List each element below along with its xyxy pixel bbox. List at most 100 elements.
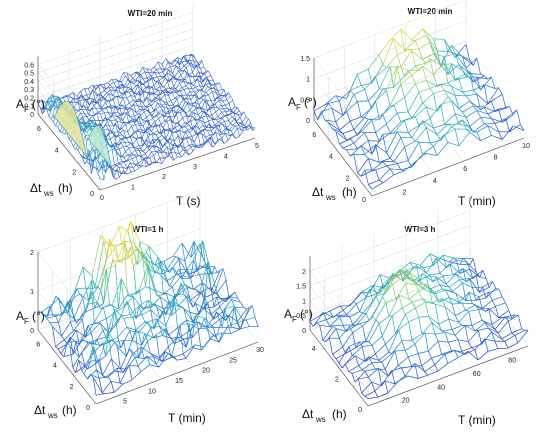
panel-0-mesh-line bbox=[65, 94, 70, 96]
panel-2-mesh-line bbox=[199, 274, 203, 283]
panel-0-mesh-line bbox=[133, 154, 137, 157]
panel-1-mesh-line bbox=[462, 105, 474, 113]
panel-0-mesh-line bbox=[171, 78, 176, 80]
panel-0-mesh-line bbox=[149, 155, 154, 159]
panel-3-mesh-line bbox=[407, 356, 412, 367]
panel-0-mesh-line bbox=[230, 130, 234, 135]
panel-3-xtick-label: 40 bbox=[437, 384, 445, 391]
panel-2-mesh-line bbox=[111, 380, 121, 384]
panel-0-mesh-line bbox=[120, 163, 123, 168]
panel-2-mesh-line bbox=[88, 301, 98, 305]
panel-0-mesh-line bbox=[64, 132, 67, 135]
panel-2-mesh-line bbox=[183, 294, 194, 308]
panel-1-mesh-line bbox=[512, 125, 525, 131]
panel-1-mesh-line bbox=[324, 103, 329, 106]
panel-3-mesh-line bbox=[443, 254, 454, 259]
panel-2-mesh-line bbox=[156, 307, 161, 319]
panel-2-mesh-line bbox=[92, 376, 103, 393]
panel-2-mesh-line bbox=[132, 354, 136, 358]
panel-0-mesh-line bbox=[119, 72, 124, 83]
panel-3-mesh-line bbox=[361, 369, 366, 372]
panel-1-mesh-line bbox=[328, 103, 333, 109]
panel-3-mesh-line bbox=[418, 290, 423, 299]
panel-0-mesh-line bbox=[85, 135, 89, 156]
panel-3-ytick-label: 4 bbox=[312, 346, 316, 353]
panel-0-mesh-line bbox=[124, 159, 129, 162]
panel-0-mesh-line bbox=[161, 64, 165, 71]
panel-3-mesh-line bbox=[448, 339, 459, 343]
panel-1-mesh-line bbox=[491, 100, 496, 112]
panel-0-mesh-line bbox=[84, 113, 87, 117]
panel-3-mesh-line bbox=[348, 326, 353, 333]
panel-0-mesh-line bbox=[138, 91, 142, 102]
panel-0-mesh-line bbox=[88, 158, 93, 162]
panel-0-mesh-line bbox=[170, 116, 175, 118]
panel-1-axis-edge bbox=[313, 119, 373, 197]
panel-0-mesh-line bbox=[147, 80, 151, 89]
panel-3-mesh-line bbox=[439, 273, 444, 277]
panel-0-mesh-line bbox=[110, 89, 113, 96]
panel-0-mesh-line bbox=[227, 128, 230, 136]
panel-0-mesh-line bbox=[197, 62, 200, 65]
panel-0-mesh-line bbox=[202, 115, 207, 118]
panel-0-mesh-line bbox=[83, 99, 86, 101]
panel-0-mesh-line bbox=[179, 83, 183, 88]
panel-0-mesh-line bbox=[161, 151, 166, 153]
panel-0-mesh-line bbox=[194, 71, 199, 77]
panel-2-mesh-line bbox=[192, 303, 197, 308]
panel-0-mesh-line bbox=[176, 92, 179, 96]
panel-0-mesh-line bbox=[193, 105, 197, 109]
panel-0-mesh-line bbox=[152, 92, 156, 99]
panel-0-mesh-line bbox=[111, 145, 116, 151]
panel-1-mesh-line bbox=[433, 127, 438, 135]
panel-0-mesh-line bbox=[176, 75, 181, 80]
panel-0-mesh-line bbox=[162, 90, 166, 95]
panel-2-mesh-line bbox=[159, 325, 169, 336]
panel-2-mesh-line bbox=[165, 302, 176, 327]
panel-3-mesh-line bbox=[497, 332, 502, 340]
panel-2-mesh-line bbox=[175, 272, 185, 276]
panel-0-mesh-line bbox=[163, 106, 168, 109]
panel-3-mesh-line bbox=[481, 300, 493, 309]
panel-3-mesh-line bbox=[511, 328, 522, 334]
panel-1-mesh-line bbox=[462, 56, 467, 69]
panel-0-mesh-line bbox=[150, 114, 153, 119]
panel-0-mesh-line bbox=[135, 156, 139, 164]
panel-2-mesh-line bbox=[195, 315, 205, 319]
panel-0-mesh-line bbox=[181, 131, 187, 141]
panel-0-mesh-line bbox=[235, 117, 241, 122]
panel-2-mesh-line bbox=[227, 325, 232, 334]
panel-1-mesh-line bbox=[494, 118, 507, 124]
panel-0-mesh-line bbox=[67, 96, 70, 103]
panel-0-mesh-line bbox=[130, 142, 134, 148]
panel-1-mesh-line bbox=[390, 168, 401, 171]
panel-0-mesh-line bbox=[191, 101, 196, 106]
panel-0-mesh-line bbox=[120, 97, 124, 99]
panel-0-mesh-line bbox=[139, 150, 144, 152]
panel-2-mesh-line bbox=[117, 326, 128, 338]
panel-1-ztick-label: 1 bbox=[306, 77, 310, 84]
panel-0-mesh-line bbox=[216, 96, 220, 101]
panel-0-mesh-line bbox=[86, 109, 91, 111]
panel-0-mesh-line bbox=[155, 99, 160, 102]
panel-3-mesh-line bbox=[411, 333, 423, 341]
panel-3-surface bbox=[309, 253, 529, 399]
panel-0-mesh-line bbox=[160, 112, 163, 116]
panel-1-mesh-line bbox=[443, 39, 449, 52]
panel-0-mesh-line bbox=[228, 120, 231, 124]
panel-2-mesh-line bbox=[147, 264, 152, 308]
panel-0-mesh-line bbox=[189, 91, 193, 97]
panel-0-mesh-line bbox=[138, 115, 143, 121]
panel-0-mesh-line bbox=[132, 121, 136, 125]
panel-1-mesh-line bbox=[426, 58, 438, 64]
panel-3-ztick-label: 0.5 bbox=[296, 313, 306, 320]
panel-2-mesh-line bbox=[66, 340, 77, 343]
panel-1-mesh-line bbox=[407, 132, 413, 138]
panel-3-mesh-line bbox=[437, 341, 442, 355]
panel-0-mesh-line bbox=[92, 89, 96, 100]
panel-0-mesh-line bbox=[213, 87, 219, 92]
panel-0-mesh-line bbox=[86, 116, 90, 120]
panel-0-mesh-line bbox=[222, 115, 227, 119]
panel-3-mesh-line bbox=[405, 282, 416, 286]
panel-0-mesh-line bbox=[199, 60, 203, 65]
